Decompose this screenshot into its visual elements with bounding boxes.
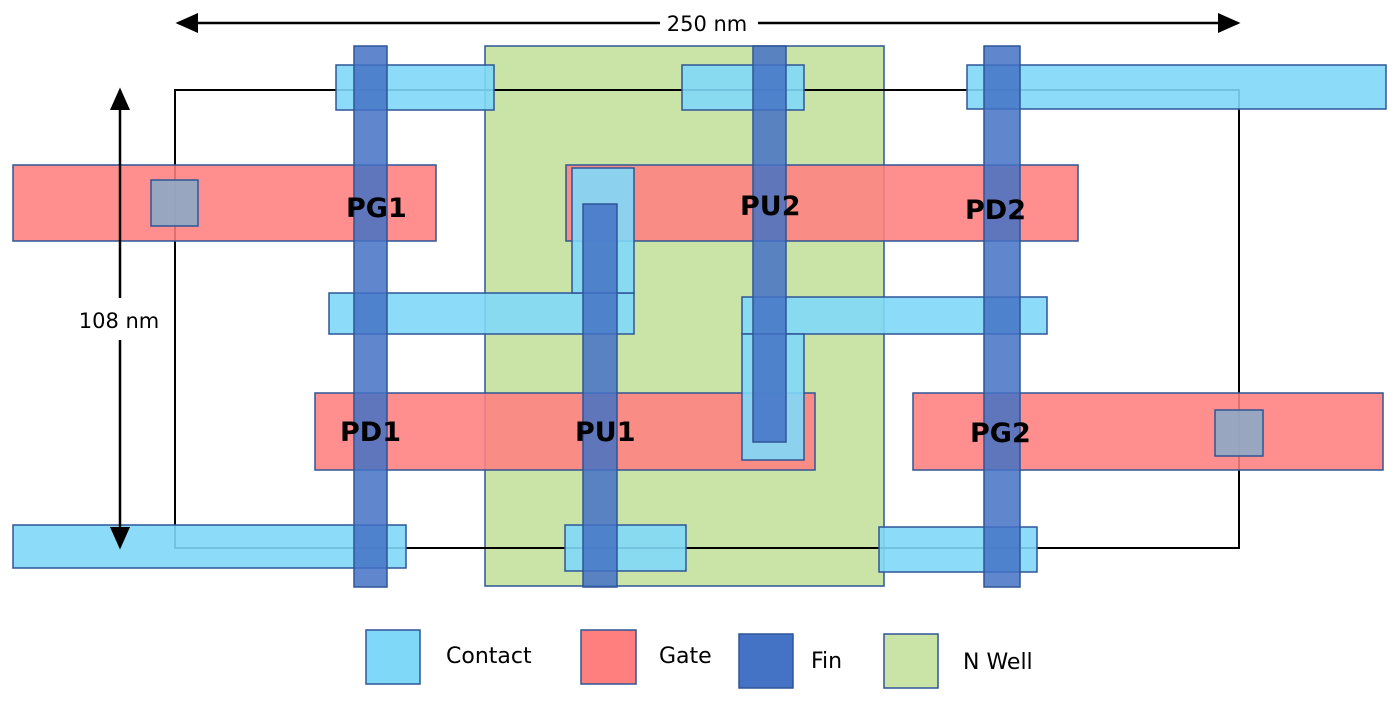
legend-swatch-fin — [738, 633, 794, 689]
legend-swatch-gate — [580, 629, 637, 685]
fin-4 — [983, 45, 1021, 588]
legend-label-gate: Gate — [659, 644, 712, 669]
legend-label-nwell: N Well — [963, 650, 1033, 675]
legend-swatch-contact — [365, 629, 421, 685]
width-dimension-label: 250 nm — [667, 12, 748, 36]
legend-label-contact: Contact — [446, 644, 532, 669]
legend-item-nwell: N Well — [883, 633, 1033, 689]
fin-3 — [752, 45, 787, 443]
label-pu1: PU1 — [575, 417, 636, 448]
legend-item-contact: Contact — [365, 629, 532, 685]
label-pu2: PU2 — [740, 191, 801, 222]
fin-layer — [353, 45, 1021, 588]
legend-item-gate: Gate — [580, 629, 712, 685]
label-pd2: PD2 — [965, 195, 1026, 226]
fin-2 — [582, 203, 618, 588]
gate-pd1-pu1 — [314, 392, 816, 471]
label-pg2: PG2 — [970, 418, 1031, 449]
via-layer — [150, 179, 1264, 457]
legend: Contact Gate Fin N Well — [365, 629, 1033, 689]
contact-bottom-left — [12, 524, 407, 569]
via-right — [1214, 409, 1264, 457]
fin-1 — [353, 45, 388, 588]
legend-item-fin: Fin — [738, 633, 842, 689]
label-pd1: PD1 — [340, 417, 401, 448]
height-dimension-label: 108 nm — [79, 309, 160, 333]
legend-label-fin: Fin — [811, 649, 842, 674]
via-left — [150, 179, 199, 227]
label-pg1: PG1 — [346, 193, 407, 224]
contact-top-right — [966, 64, 1387, 110]
legend-swatch-nwell — [883, 633, 939, 689]
